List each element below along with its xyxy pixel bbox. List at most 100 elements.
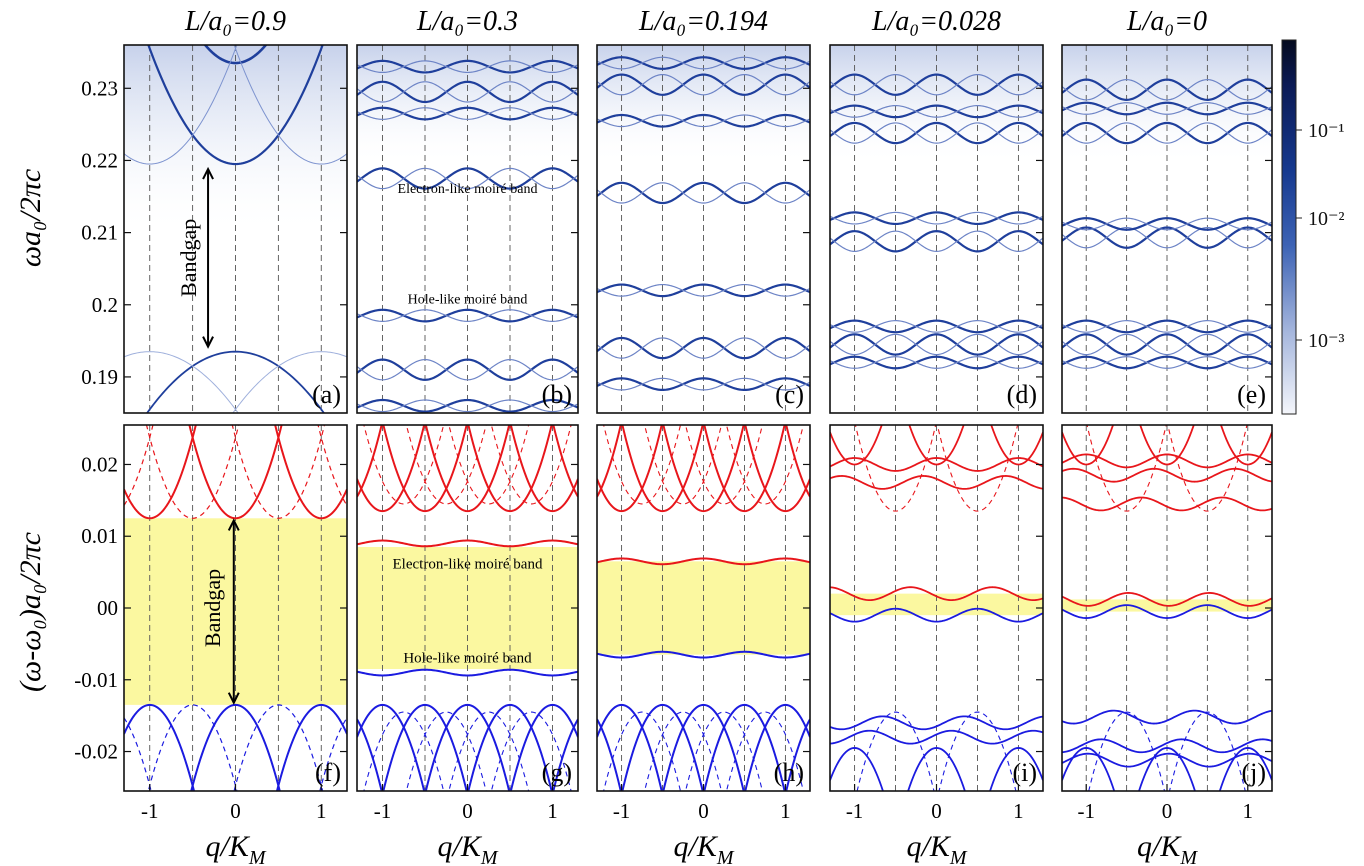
blue-band-dashed [856, 711, 935, 791]
band-curve-faint [124, 351, 239, 413]
x-axis-label-main: q/K [673, 830, 718, 863]
band-curve-faint [1062, 320, 1272, 333]
band-curve [597, 283, 810, 298]
hole-like-label: Hole-like moiré band [403, 651, 532, 667]
x-axis-label: q/KM [673, 830, 734, 866]
red-band-dashed [936, 425, 1019, 512]
band-curve-faint [597, 56, 810, 70]
red-band-dashed [854, 425, 937, 512]
panel-h: (h) -1 0 1 q/KM [596, 424, 811, 866]
band-curve-faint [830, 73, 1043, 96]
red-band-dashed [725, 425, 804, 505]
panel-content [1062, 425, 1272, 791]
panel-tag: (e) [1237, 380, 1266, 409]
band-curve-faint [1062, 217, 1272, 231]
band-curve [597, 56, 810, 70]
red-band-curve [597, 425, 622, 498]
band-curve [597, 181, 810, 205]
y-axis-label-bottom: (ω-ω₀)a₀/2πc [14, 532, 47, 692]
red-band-dashed [603, 425, 682, 505]
blue-band-dashed [363, 711, 445, 791]
band-curve [1062, 78, 1272, 101]
x-axis-label: q/KM [205, 830, 266, 866]
blue-band-curve [424, 703, 511, 791]
band-curve [1062, 101, 1272, 116]
y-tick-label: -0.02 [74, 740, 118, 764]
band-curve-faint [1062, 333, 1272, 356]
panel-i: (i) -1 0 1 q/KM [829, 424, 1044, 866]
blue-band-curve [124, 703, 196, 791]
bandgap-arrow-head [227, 518, 240, 531]
panel-title: L/a₀=0.3 [416, 6, 518, 37]
band-curve [830, 73, 1043, 96]
y-tick-label: 00 [97, 596, 118, 620]
panel-tag: (a) [312, 380, 341, 409]
blue-band-curve [907, 747, 966, 791]
colorbar-tick-label: 10⁻¹ [1308, 120, 1345, 142]
x-tick-label: 0 [698, 799, 709, 823]
red-band-dashed [490, 425, 572, 505]
band-curve [357, 59, 578, 74]
bandgap-label: Bandgap [176, 219, 201, 297]
band-curve-faint [597, 182, 810, 204]
blue-band-dashed [644, 711, 723, 791]
red-flat-band [1062, 496, 1272, 512]
red-flat-band [1062, 453, 1272, 469]
red-band-curve [467, 425, 553, 513]
red-band-dashed [1086, 425, 1167, 512]
band-curve-faint [124, 45, 238, 165]
panel-content [1062, 45, 1272, 413]
band-curve [1062, 121, 1272, 145]
band-curve [357, 308, 578, 323]
red-band-curve [908, 425, 965, 466]
x-tick-label: -1 [374, 799, 392, 823]
band-curve-faint [1062, 122, 1272, 144]
band-curve-faint [357, 399, 578, 413]
band-curve-faint [1062, 79, 1272, 101]
red-band-curve [552, 425, 578, 498]
band-curve-faint [232, 351, 347, 413]
blue-band-dashed [684, 711, 763, 791]
band-curve-faint [830, 122, 1043, 144]
electron-moire-band [357, 539, 578, 548]
panel-title: L/a₀=0.9 [184, 6, 286, 37]
x-axis-label-main: q/K [437, 830, 482, 863]
blue-band-dashed [490, 711, 572, 791]
x-tick-label: 1 [780, 799, 791, 823]
band-curve [203, 45, 268, 65]
red-band-curve [1220, 425, 1272, 466]
panel-content [830, 45, 1043, 413]
band-curve [830, 211, 1043, 226]
blue-band-curve [785, 718, 810, 791]
red-band-curve [188, 425, 283, 520]
red-band-curve [785, 425, 810, 498]
x-tick-label: -1 [141, 799, 159, 823]
blue-band-dashed [147, 704, 238, 791]
red-band-curve [357, 425, 383, 498]
red-band-curve [703, 425, 786, 513]
red-band-curve [597, 425, 663, 513]
blue-flat-band [1062, 604, 1272, 619]
band-curve [357, 398, 578, 413]
bandgap-fill [830, 593, 1043, 616]
colorbar-tick-label: 10⁻³ [1308, 330, 1345, 352]
blue-band-dashed [938, 711, 1017, 791]
band-curve-faint [233, 45, 347, 165]
band-curve-faint [597, 337, 810, 359]
panel-tag: (g) [542, 758, 572, 787]
red-band-curve [509, 425, 578, 513]
band-curve [830, 355, 1043, 370]
y-tick-label: -0.01 [74, 668, 118, 692]
band-curve [830, 319, 1043, 334]
band-curve-faint [597, 283, 810, 297]
band-curve-faint [830, 320, 1043, 333]
panel-b: Electron-like moiré band Hole-like moiré … [356, 6, 579, 414]
y-tick-label: 0.02 [81, 452, 118, 476]
blue-flat-band [830, 607, 1043, 623]
x-tick-label: -1 [613, 799, 631, 823]
red-band-curve [830, 425, 883, 466]
red-band-curve [124, 425, 197, 520]
blue-band-curve [662, 703, 745, 791]
blue-band-curve [597, 718, 622, 791]
red-band-curve [357, 425, 426, 513]
